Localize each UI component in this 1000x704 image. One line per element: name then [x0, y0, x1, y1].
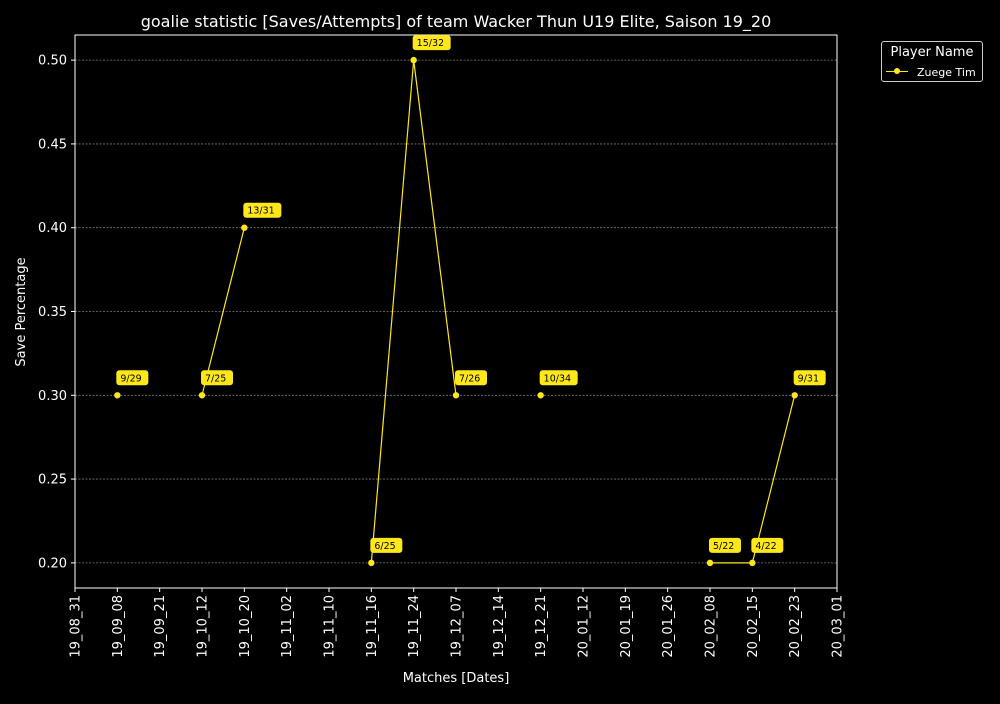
data-point — [241, 224, 248, 231]
data-label-box — [116, 370, 149, 386]
data-label-text: 7/26 — [459, 373, 480, 384]
data-label: 9/31 — [793, 370, 826, 386]
data-point — [198, 392, 206, 399]
series-layer — [114, 56, 798, 567]
data-label-box — [455, 370, 487, 386]
data-label: 10/34 — [539, 370, 578, 386]
data-label-box — [539, 370, 578, 386]
data-point — [749, 559, 756, 567]
data-label: 15/32 — [412, 35, 451, 51]
x-tick-label: 19_08_31 — [69, 595, 84, 658]
data-label: 6/25 — [370, 537, 403, 553]
y-tick-label: 0.20 — [38, 556, 67, 571]
data-label-box — [243, 202, 282, 218]
x-tick-label: 19_12_14 — [492, 595, 507, 658]
data-label-text: 7/25 — [205, 373, 226, 384]
x-axis-label: Matches [Dates] — [403, 671, 510, 686]
data-label-box — [370, 537, 403, 553]
data-label: 7/25 — [201, 370, 233, 386]
y-tick-label: 0.40 — [38, 221, 67, 236]
y-tick-label: 0.30 — [38, 389, 67, 404]
x-tick-label: 20_02_08 — [704, 595, 719, 658]
data-label-text: 13/31 — [247, 206, 274, 217]
data-label: 4/22 — [751, 537, 784, 553]
data-label-text: 9/31 — [798, 373, 819, 384]
x-tick-label: 20_01_12 — [577, 595, 592, 658]
legend-marker-icon — [886, 65, 908, 79]
data-label: 9/29 — [116, 370, 149, 386]
data-label-box — [201, 370, 233, 386]
x-tick-label: 19_11_16 — [365, 595, 380, 658]
y-axis-label: Save Percentage — [14, 257, 29, 366]
x-tick-label: 19_10_20 — [238, 595, 253, 658]
x-tick-label: 19_12_07 — [450, 595, 465, 658]
data-label-box — [709, 537, 741, 553]
series-line — [201, 227, 245, 396]
data-label: 5/22 — [709, 537, 741, 553]
data-label-box — [412, 35, 451, 51]
legend-label: Zuege Tim — [917, 65, 976, 79]
x-tick-label: 20_01_26 — [661, 595, 676, 658]
legend-title: Player Name — [890, 45, 974, 60]
data-label-box — [793, 370, 826, 386]
x-tick-label: 19_11_24 — [407, 595, 422, 658]
x-tick-label: 19_11_02 — [280, 595, 295, 658]
data-labels: 9/29 7/25 13/31 6/25 15/32 7/26 10/34 5/22 4/22 9… — [116, 35, 826, 553]
data-point — [706, 559, 714, 567]
data-label-text: 9/29 — [120, 373, 141, 384]
data-point — [537, 392, 544, 399]
data-point — [114, 392, 121, 399]
data-label-text: 15/32 — [417, 38, 444, 49]
gridlines — [75, 59, 837, 564]
y-tick-label: 0.50 — [38, 54, 67, 69]
data-label: 7/26 — [455, 370, 487, 386]
chart-title: goalie statistic [Saves/Attempts] of tea… — [141, 12, 772, 32]
data-label-text: 10/34 — [544, 373, 571, 384]
y-tick-label: 0.25 — [38, 473, 67, 488]
x-tick-label: 19_10_12 — [196, 595, 211, 658]
x-tick-label: 20_03_01 — [831, 595, 846, 658]
data-label-text: 4/22 — [755, 541, 776, 552]
x-tick-label: 19_11_10 — [323, 595, 338, 658]
data-point — [368, 559, 375, 567]
x-tick-label: 20_01_19 — [619, 595, 634, 658]
data-label-text: 6/25 — [374, 541, 395, 552]
y-tick-label: 0.35 — [38, 305, 67, 320]
x-tick-label: 19_09_08 — [111, 595, 126, 658]
legend: Player Name Zuege Tim — [881, 41, 983, 82]
data-label: 13/31 — [243, 202, 282, 218]
y-tick-label: 0.45 — [38, 137, 67, 152]
data-point — [452, 392, 460, 399]
data-point — [410, 56, 417, 64]
x-tick-label: 20_02_23 — [788, 595, 803, 658]
x-tick-label: 19_09_21 — [153, 595, 168, 658]
legend-entry: Zuege Tim — [886, 65, 976, 79]
data-label-box — [751, 537, 784, 553]
data-point — [791, 392, 798, 399]
x-tick-label: 19_12_21 — [534, 595, 549, 658]
x-tick-label: 20_02_15 — [746, 595, 761, 658]
axes: 0.20 0.25 0.30 0.35 0.40 0.45 0.50 19_08_31 19_0… — [38, 34, 846, 658]
data-label-text: 5/22 — [713, 541, 734, 552]
